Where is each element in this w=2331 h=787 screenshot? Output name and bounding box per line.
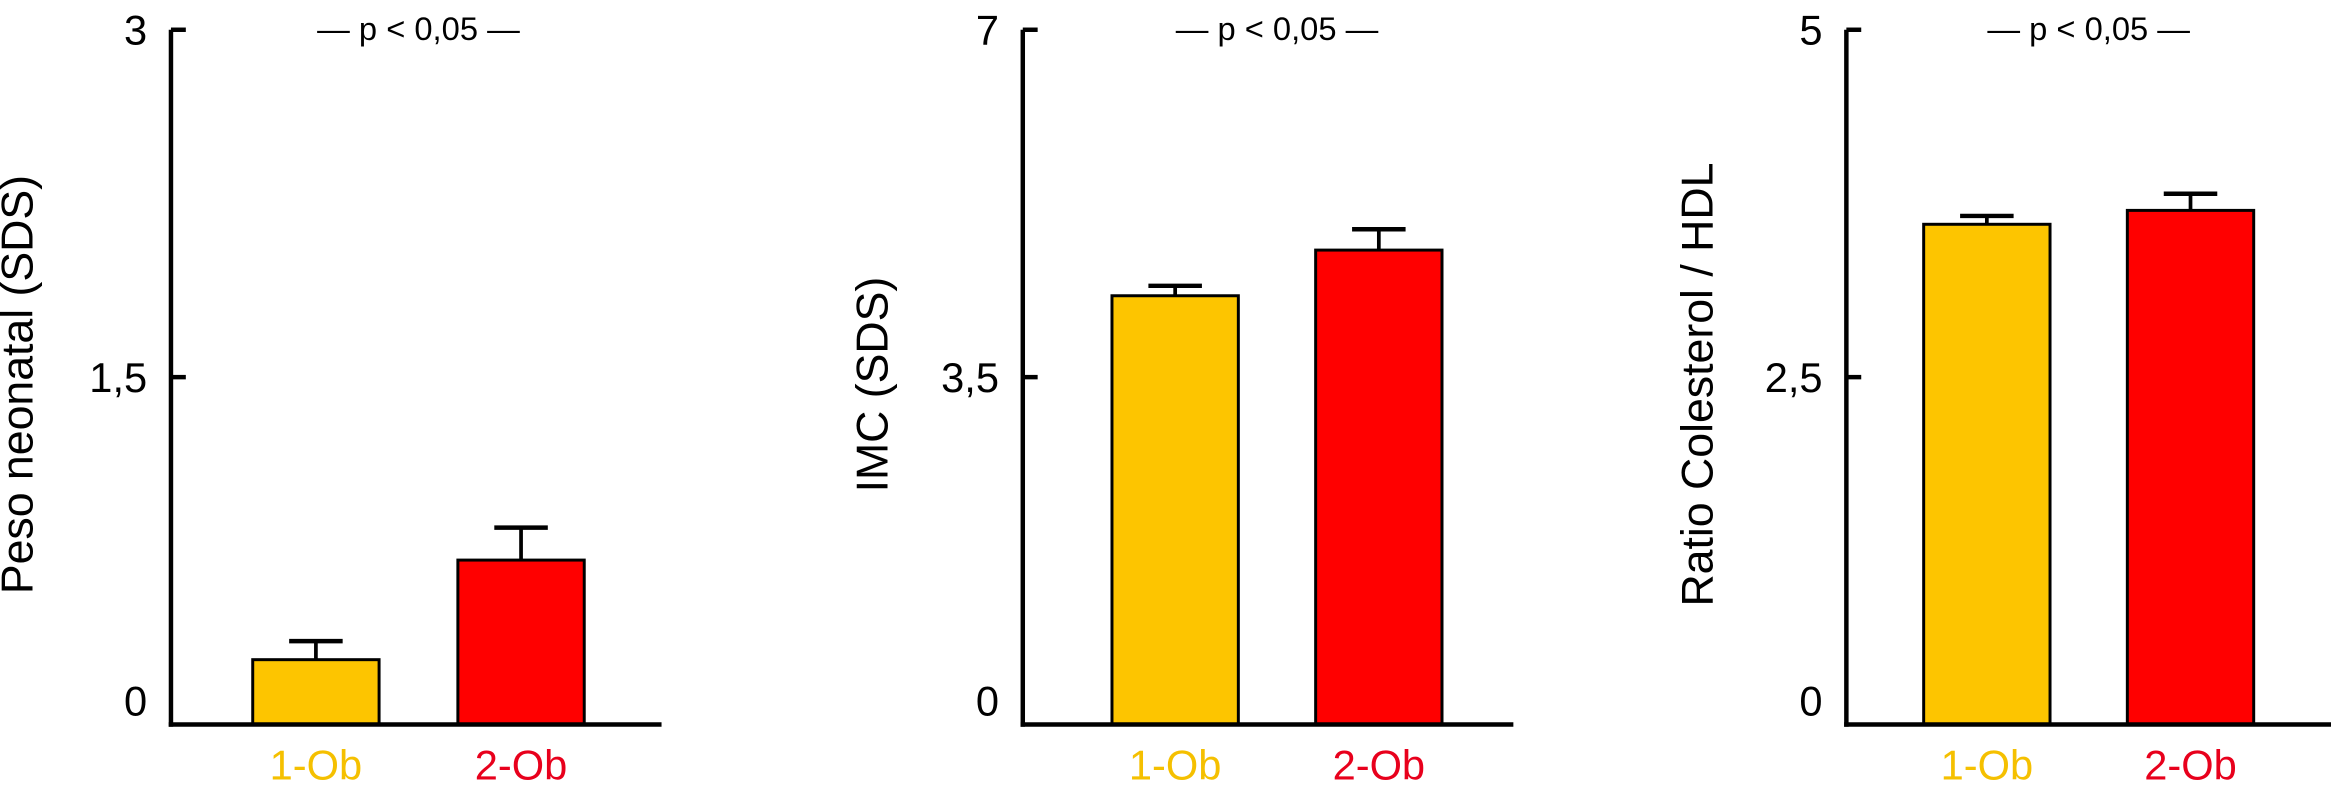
bar-1-Ob: [251, 658, 381, 727]
bar-1-Ob: [1110, 294, 1240, 727]
bar-2-Ob: [456, 558, 586, 727]
x-tick-label: 1-Ob: [1941, 742, 2034, 787]
chart-panel-3: — p < 0,05 — Ratio Colesterol / HDL 1-Ob 2-…: [1674, 7, 2331, 787]
x-tick-label: 2-Ob: [475, 742, 568, 787]
y-tick-label: 0: [1799, 678, 1822, 725]
chart-title: — p < 0,05 —: [1987, 10, 2190, 47]
chart-title: — p < 0,05 —: [317, 10, 520, 47]
chart-title: — p < 0,05 —: [1176, 10, 1379, 47]
x-tick-label: 1-Ob: [270, 742, 363, 787]
x-tick-label: 1-Ob: [1129, 742, 1222, 787]
y-tick-label: 2,5: [1765, 354, 1823, 401]
bar-2-Ob: [2125, 208, 2256, 727]
y-tick-label: 3,5: [941, 354, 999, 401]
y-tick-label: 3: [124, 7, 147, 54]
y-tick-label: 1,5: [89, 354, 147, 401]
bar-1-Ob: [1922, 222, 2052, 727]
y-tick-label: 0: [124, 678, 147, 725]
chart-panel-1: — p < 0,05 — Peso neonatal (SDS) 1-Ob 2-Ob 0…: [0, 7, 662, 787]
y-axis-label: IMC (SDS): [849, 277, 898, 493]
bar-2-Ob: [1314, 248, 1444, 727]
y-axis-label: Ratio Colesterol / HDL: [1674, 163, 1723, 607]
y-axis-label: Peso neonatal (SDS): [0, 175, 43, 594]
y-tick-label: 5: [1799, 7, 1822, 54]
x-tick-label: 2-Ob: [1333, 742, 1426, 787]
x-tick-label: 2-Ob: [2144, 742, 2237, 787]
y-tick-label: 0: [976, 678, 999, 725]
y-tick-label: 7: [976, 7, 999, 54]
chart-panel-2: — p < 0,05 — IMC (SDS) 1-Ob 2-Ob 0 3,5 7: [849, 7, 1514, 787]
